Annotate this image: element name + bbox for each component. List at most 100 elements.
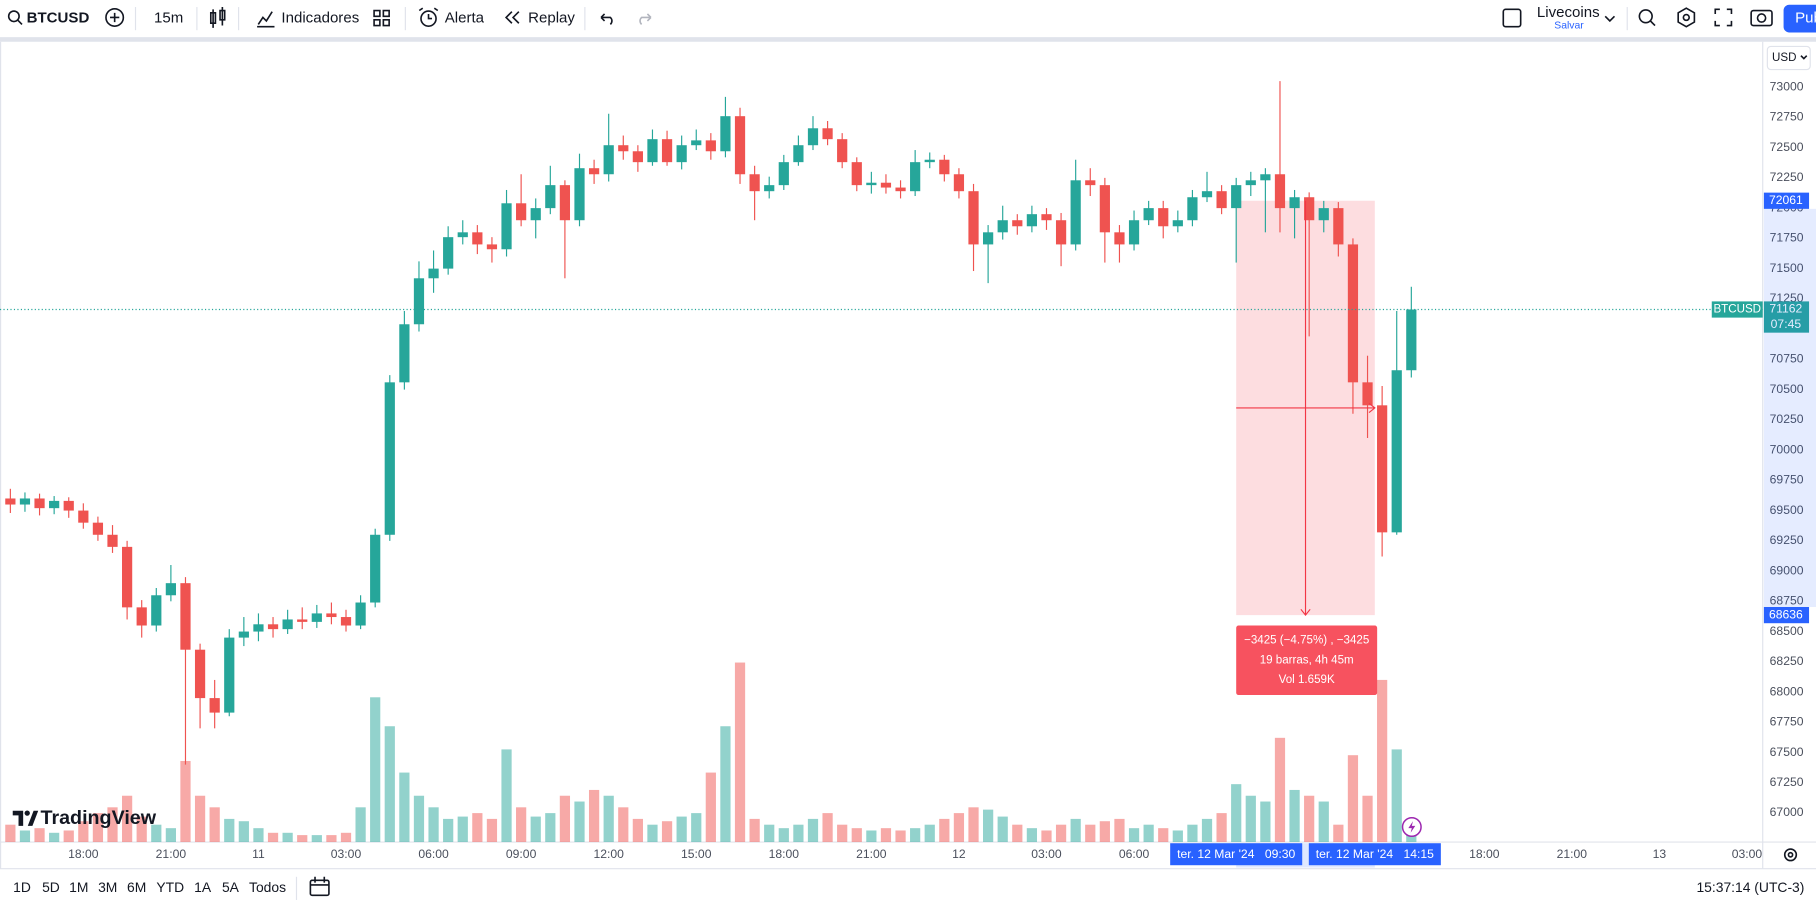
x-tick-label: 12:00 <box>593 847 624 861</box>
range-button[interactable]: Todos <box>249 879 286 895</box>
last-price-tag <box>1763 301 1810 333</box>
clock[interactable]: 15:37:14 (UTC-3) <box>1696 879 1804 895</box>
volume-bar <box>472 813 483 843</box>
volume-bar <box>194 795 206 843</box>
y-tick-label: 68250 <box>1770 654 1804 668</box>
candle-body <box>618 145 629 152</box>
volume-bar <box>516 807 527 843</box>
publish-label: Pub <box>1795 10 1816 27</box>
x-tick-label: 03:00 <box>1732 847 1763 861</box>
currency-selector[interactable] <box>1766 45 1811 71</box>
settings-icon-center <box>1682 13 1690 22</box>
candle-body <box>749 174 760 192</box>
volume-bar <box>1070 818 1081 843</box>
volume-bar <box>78 821 89 843</box>
candle-body <box>136 607 147 626</box>
volume-bar <box>924 824 935 843</box>
range-button[interactable]: 1A <box>194 879 212 895</box>
volume-bar <box>443 818 454 843</box>
publish-button[interactable] <box>1783 4 1816 33</box>
symbol[interactable]: BTCUSD <box>27 10 90 27</box>
volume-bar <box>107 807 118 843</box>
layout-icon[interactable] <box>1502 8 1522 28</box>
indicators-icon[interactable] <box>257 11 275 28</box>
measure-v-arrow <box>1300 608 1311 617</box>
snapshot-icon[interactable] <box>1750 9 1773 27</box>
y-tick-label: 73000 <box>1770 79 1804 93</box>
undo-icon[interactable] <box>600 13 613 26</box>
y-tick-label: 67000 <box>1770 805 1804 819</box>
range-button[interactable]: 6M <box>127 879 146 895</box>
volume-bar <box>910 828 921 843</box>
y-tick-label: 72500 <box>1770 140 1804 154</box>
symbol-tag <box>1711 301 1763 318</box>
candle-body <box>559 185 571 221</box>
range-button[interactable]: 5D <box>42 879 60 895</box>
candle-body <box>851 162 862 186</box>
candle-body <box>778 162 789 186</box>
range-button[interactable]: 1D <box>13 879 31 895</box>
candle-body <box>953 174 965 192</box>
range-button[interactable]: 3M <box>98 879 117 895</box>
alert-button[interactable]: Alerta <box>445 10 485 27</box>
snapshot-lens <box>1756 13 1767 23</box>
candle-body <box>194 649 206 699</box>
candle-body <box>1333 208 1344 245</box>
volume-bar <box>180 760 191 843</box>
volume-bar <box>486 818 498 843</box>
y-tick-label: 69000 <box>1770 563 1804 577</box>
search-icon[interactable] <box>7 10 20 23</box>
fullscreen-icon[interactable] <box>1714 8 1733 27</box>
volume-bar <box>866 830 877 843</box>
time-tag <box>1308 843 1441 866</box>
scale-settings-icon[interactable] <box>1783 848 1798 862</box>
layout-name[interactable]: Livecoins <box>1537 4 1600 21</box>
volume-bar <box>983 809 994 843</box>
templates-icon[interactable] <box>373 9 390 27</box>
x-tick-label: 06:00 <box>418 847 449 861</box>
settings-icon[interactable] <box>1677 7 1696 28</box>
alert-icon[interactable] <box>420 10 437 27</box>
last-price: 71162 <box>1769 302 1802 316</box>
volume-bar <box>720 726 731 843</box>
measure-h-arrow <box>1368 402 1376 414</box>
candle-body <box>1391 370 1402 533</box>
volume-bar <box>1245 795 1256 843</box>
x-tick-label: 03:00 <box>1031 847 1062 861</box>
candle-body <box>5 498 16 505</box>
range-button[interactable]: YTD <box>156 879 184 895</box>
indicators-button[interactable]: Indicadores <box>281 10 359 27</box>
time-tag-time: 09:30 <box>1265 847 1296 861</box>
candle-body <box>78 510 89 523</box>
volume-bar <box>136 816 147 843</box>
candle-body <box>121 546 133 608</box>
replay-button[interactable]: Replay <box>528 10 575 27</box>
range-button[interactable]: 1M <box>69 879 88 895</box>
candle-body <box>1362 382 1373 406</box>
measure-price-label: 72061 <box>1769 193 1803 207</box>
quick-search-icon[interactable] <box>1638 9 1653 24</box>
y-tick-label: 72250 <box>1770 170 1804 184</box>
volume-bar <box>1377 679 1388 843</box>
y-tick-label: 70500 <box>1770 382 1804 396</box>
candle-body <box>866 182 877 186</box>
measure-price-label: 68636 <box>1769 607 1803 621</box>
volume-bar <box>764 824 775 843</box>
replay-icon[interactable] <box>504 11 520 24</box>
goto-date-icon[interactable] <box>309 879 330 897</box>
candle-body <box>253 624 264 632</box>
interval[interactable]: 15m <box>154 10 183 27</box>
candle-body <box>1406 309 1417 371</box>
volume-bar <box>151 824 162 843</box>
add-symbol-icon[interactable] <box>105 7 125 27</box>
layout-menu-icon[interactable] <box>1604 15 1616 23</box>
top-toolbar: BTCUSD 15m Indicadores Alerta Replay Liv… <box>7 4 1816 33</box>
volume-bar <box>1187 824 1198 843</box>
candle-body <box>1318 208 1329 221</box>
volume-bar <box>1041 830 1052 843</box>
redo-icon[interactable] <box>639 13 652 26</box>
chart-type-icon[interactable] <box>209 7 226 28</box>
range-button[interactable]: 5A <box>222 879 240 895</box>
volume-bar <box>807 818 819 843</box>
